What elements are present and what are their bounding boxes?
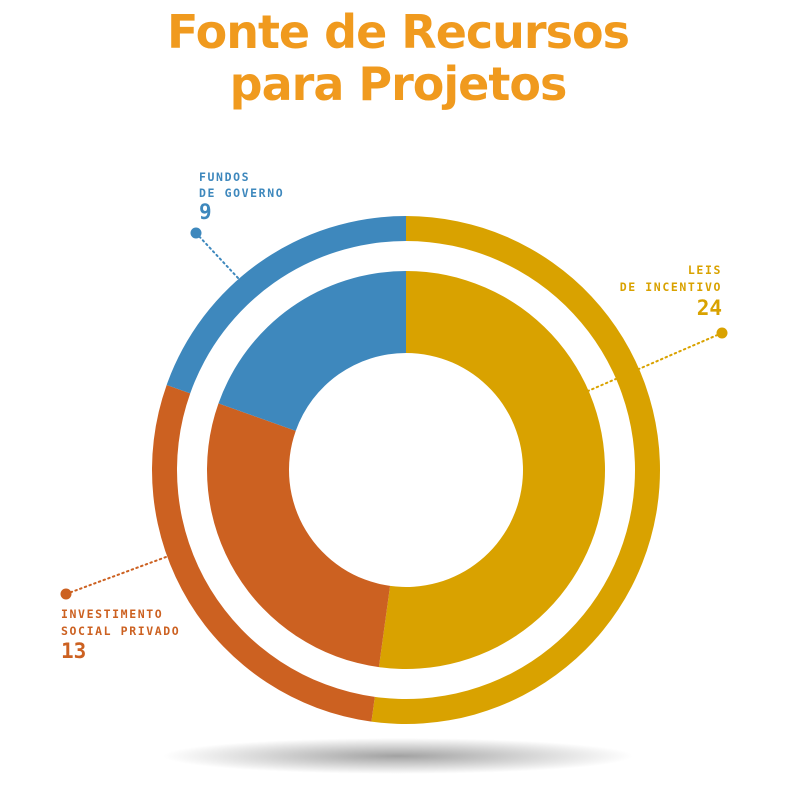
slice-label-fundos-governo: FUNDOS DE GOVERNO 9 bbox=[199, 170, 284, 224]
leader-lines bbox=[60, 227, 728, 600]
label-fundos-line-2: DE GOVERNO bbox=[199, 186, 284, 200]
label-leis-line-2: DE INCENTIVO bbox=[620, 280, 722, 294]
chart-shadow bbox=[163, 738, 633, 774]
inner-slice-fundos-governo bbox=[218, 271, 406, 431]
inner-slice-leis-incentivo bbox=[378, 271, 605, 669]
leader-dot-leis-incentivo bbox=[716, 327, 728, 339]
outer-slice-investimento-social bbox=[152, 384, 375, 722]
value-fundos-governo: 9 bbox=[199, 200, 212, 224]
inner-slice-investimento-social bbox=[207, 403, 391, 668]
label-investimento-line-1: INVESTIMENTO bbox=[61, 607, 163, 621]
value-investimento-social: 13 bbox=[61, 639, 86, 663]
leader-line-investimento-social bbox=[65, 556, 167, 595]
leader-line-fundos-governo bbox=[195, 232, 239, 279]
chart-title-line-2: para Projetos bbox=[230, 57, 567, 111]
chart-title-line-1: Fonte de Recursos bbox=[167, 5, 629, 59]
slice-label-leis-incentivo: LEIS DE INCENTIVO 24 bbox=[620, 263, 722, 320]
leader-dot-investimento-social bbox=[60, 588, 72, 600]
leader-dot-fundos-governo bbox=[190, 227, 202, 239]
outer-slice-fundos-governo bbox=[166, 216, 406, 394]
label-leis-line-1: LEIS bbox=[688, 263, 722, 277]
label-investimento-line-2: SOCIAL PRIVADO bbox=[61, 624, 180, 638]
inner-ring bbox=[207, 271, 605, 669]
label-fundos-line-1: FUNDOS bbox=[199, 170, 250, 184]
value-leis-incentivo: 24 bbox=[697, 296, 722, 320]
leader-line-leis-incentivo bbox=[587, 332, 723, 392]
outer-ring bbox=[152, 216, 661, 725]
slice-label-investimento-social: INVESTIMENTO SOCIAL PRIVADO 13 bbox=[61, 607, 180, 663]
